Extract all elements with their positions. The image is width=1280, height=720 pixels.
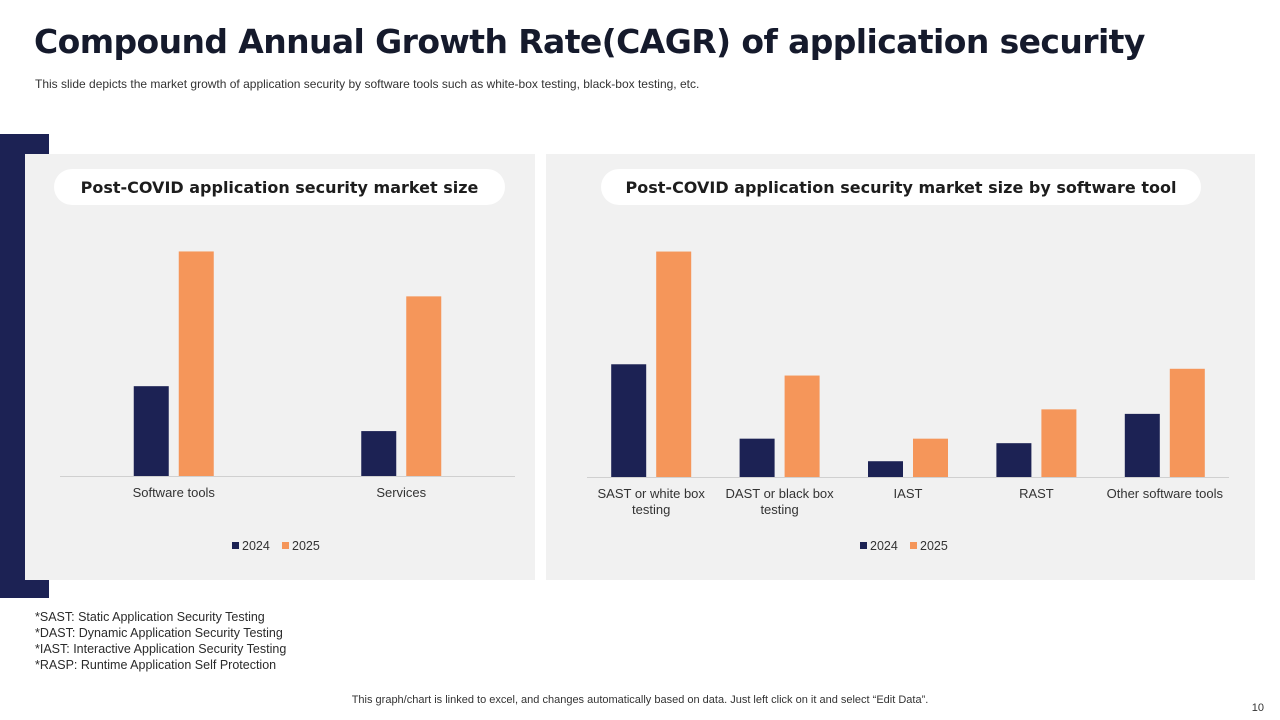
x-tick-label: Other software tools <box>1107 486 1224 501</box>
x-tick-label: Services <box>376 485 426 500</box>
bar-2025-rast[interactable] <box>1041 409 1077 477</box>
x-tick-label: Software tools <box>133 485 216 500</box>
bar-2024-rast[interactable] <box>996 443 1032 477</box>
footnote: *IAST: Interactive Application Security … <box>35 642 287 656</box>
bar-2025-sast-or-white-box-testing[interactable] <box>656 251 692 477</box>
edit-data-note: This graph/chart is linked to excel, and… <box>351 694 929 706</box>
slide-title: Compound Annual Growth Rate(CAGR) of app… <box>34 22 1145 61</box>
bar-2024-iast[interactable] <box>868 461 903 477</box>
bar-2025-services[interactable] <box>406 296 442 476</box>
x-tick-label: SAST or white box testing <box>597 486 705 517</box>
footnotes: *SAST: Static Application Security Testi… <box>35 609 286 673</box>
legend-swatch-2024 <box>860 542 867 549</box>
bar-2024-dast-or-black-box-testing[interactable] <box>739 438 775 477</box>
bar-2025-other-software-tools[interactable] <box>1169 368 1205 477</box>
legend-label-2024: 2024 <box>242 539 270 553</box>
slide-subtitle: This slide depicts the market growth of … <box>35 77 700 91</box>
page-number: 10 <box>1251 702 1264 714</box>
chart-title-by-software-tool: Post-COVID application security market s… <box>601 169 1201 205</box>
x-tick-label: IAST <box>894 486 923 501</box>
bar-2024-software-tools[interactable] <box>133 386 169 476</box>
legend-label-2025: 2025 <box>920 539 948 553</box>
footnote: *RASP: Runtime Application Self Protecti… <box>35 658 277 672</box>
x-tick-label: RAST <box>1019 486 1054 501</box>
bar-2024-sast-or-white-box-testing[interactable] <box>611 364 647 477</box>
footnote: *DAST: Dynamic Application Security Test… <box>35 626 283 640</box>
chart-title-market-size: Post-COVID application security market s… <box>54 169 505 205</box>
legend-swatch-2025 <box>282 542 289 549</box>
legend-label-2025: 2025 <box>292 539 320 553</box>
bar-2025-dast-or-black-box-testing[interactable] <box>784 375 820 477</box>
bar-chart-by-software-tool[interactable]: SAST or white box testing DAST or black bo… <box>546 154 1255 580</box>
legend-label-2024: 2024 <box>870 539 898 553</box>
bar-2024-other-software-tools[interactable] <box>1124 413 1160 477</box>
footnote: *SAST: Static Application Security Testi… <box>35 610 265 624</box>
bar-chart-market-size[interactable]: Software tools Services 2024 2025 <box>25 154 535 580</box>
chart-panel-market-size[interactable]: Post-COVID application security market s… <box>25 154 535 580</box>
bar-2025-software-tools[interactable] <box>178 251 214 476</box>
chart-panel-by-software-tool[interactable]: Post-COVID application security market s… <box>546 154 1255 580</box>
legend-swatch-2025 <box>910 542 917 549</box>
bar-2025-iast[interactable] <box>913 438 948 477</box>
bar-2024-services[interactable] <box>361 431 397 476</box>
legend-swatch-2024 <box>232 542 239 549</box>
x-tick-label: DAST or black box testing <box>726 486 835 517</box>
